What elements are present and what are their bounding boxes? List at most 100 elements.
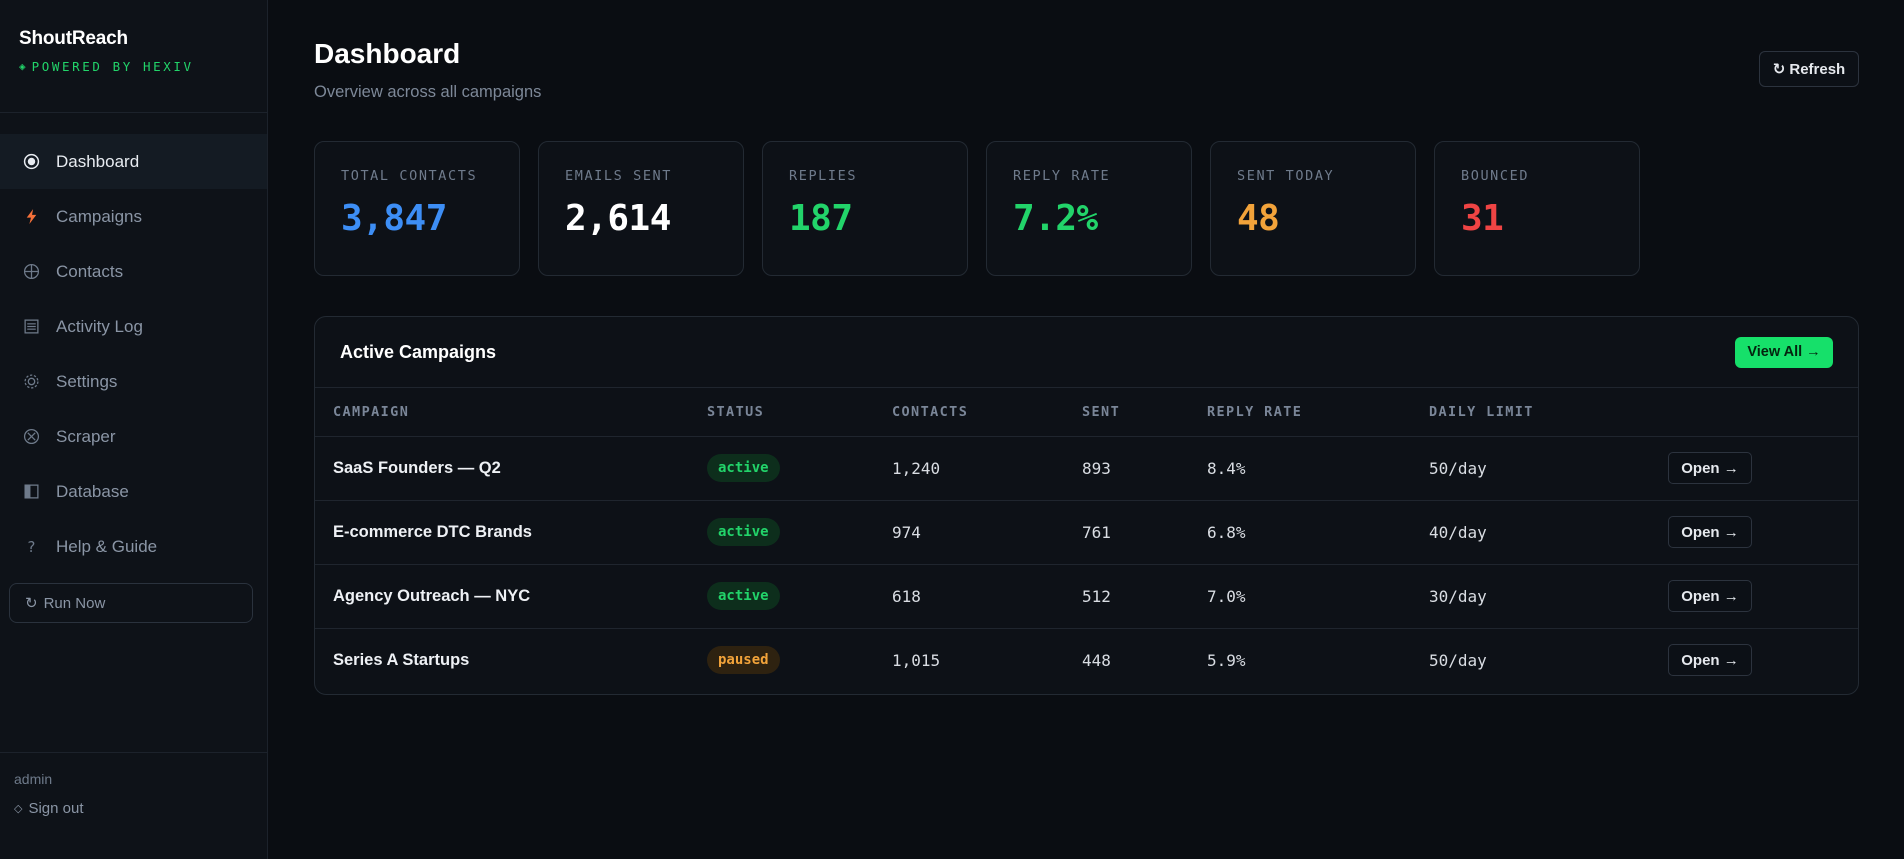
status-badge: paused — [707, 646, 780, 675]
sidebar-item-activity-log[interactable]: Activity Log — [0, 299, 267, 354]
status-cell: active — [707, 500, 892, 565]
table-header-row: CAMPAIGN STATUS CONTACTS SENT REPLY RATE… — [315, 388, 1858, 437]
table-row[interactable]: SaaS Founders — Q2 active 1,240 893 8.4%… — [315, 436, 1858, 501]
open-campaign-button[interactable]: Open → — [1668, 516, 1752, 548]
sidebar: ShoutReach ◈ POWERED BY HEXIV Dashboard … — [0, 0, 268, 859]
column-header-daily-limit[interactable]: DAILY LIMIT — [1429, 388, 1668, 437]
table-row[interactable]: Series A Startups paused 1,015 448 5.9% … — [315, 628, 1858, 692]
stat-value: 48 — [1237, 198, 1280, 239]
sent-cell: 761 — [1082, 500, 1207, 565]
campaign-name[interactable]: Agency Outreach — NYC — [315, 564, 707, 629]
stat-label: REPLY RATE — [1013, 168, 1111, 184]
stat-value: 7.2% — [1013, 198, 1098, 239]
actions-cell: Open → — [1668, 500, 1858, 565]
column-header-sent[interactable]: SENT — [1082, 388, 1207, 437]
column-header-reply-rate[interactable]: REPLY RATE — [1207, 388, 1429, 437]
sidebar-item-settings[interactable]: Settings — [0, 354, 267, 409]
actions-cell: Open → — [1668, 628, 1858, 692]
refresh-icon: ↻ — [25, 595, 38, 612]
campaigns-table: CAMPAIGN STATUS CONTACTS SENT REPLY RATE… — [315, 388, 1858, 692]
stat-card-replies: REPLIES 187 — [762, 141, 968, 276]
panel-title: Active Campaigns — [340, 341, 497, 362]
stats-row: TOTAL CONTACTS 3,847 EMAILS SENT 2,614 R… — [314, 141, 1640, 276]
sidebar-nav: Dashboard Campaigns Contacts Activity Lo… — [0, 113, 267, 574]
sidebar-item-contacts[interactable]: Contacts — [0, 244, 267, 299]
sidebar-item-label: Campaigns — [56, 206, 142, 226]
column-header-contacts[interactable]: CONTACTS — [892, 388, 1082, 437]
status-cell: active — [707, 436, 892, 501]
page-title: Dashboard — [314, 38, 461, 69]
view-all-button[interactable]: View All → — [1735, 336, 1833, 368]
sidebar-item-database[interactable]: Database — [0, 464, 267, 519]
table-row[interactable]: Agency Outreach — NYC active 618 512 7.0… — [315, 564, 1858, 629]
stat-label: SENT TODAY — [1237, 168, 1335, 184]
column-header-status[interactable]: STATUS — [707, 388, 892, 437]
sidebar-item-label: Help & Guide — [56, 536, 158, 556]
sign-out-link[interactable]: ◇ Sign out — [14, 800, 254, 817]
contacts-cell: 974 — [892, 500, 1082, 565]
stat-value: 31 — [1461, 198, 1504, 239]
reply-rate-cell: 7.0% — [1207, 564, 1429, 629]
table-row[interactable]: E-commerce DTC Brands active 974 761 6.8… — [315, 500, 1858, 565]
stat-label: BOUNCED — [1461, 168, 1530, 184]
stat-card-total-contacts: TOTAL CONTACTS 3,847 — [314, 141, 520, 276]
status-badge: active — [707, 454, 780, 482]
sidebar-item-label: Database — [56, 481, 129, 501]
daily-limit-cell: 50/day — [1429, 436, 1668, 501]
campaign-name[interactable]: E-commerce DTC Brands — [315, 500, 707, 565]
question-icon: ? — [23, 538, 40, 555]
sent-cell: 448 — [1082, 650, 1111, 670]
stat-value: 187 — [789, 198, 853, 239]
column-header-actions — [1668, 388, 1858, 437]
svg-text:?: ? — [28, 538, 36, 555]
panel-header: Active Campaigns View All → — [315, 317, 1858, 388]
sidebar-item-scraper[interactable]: Scraper — [0, 409, 267, 464]
campaign-name[interactable]: Series A Startups — [333, 650, 470, 669]
daily-limit-cell: 50/day — [1429, 650, 1487, 670]
open-campaign-button[interactable]: Open → — [1668, 452, 1752, 484]
sidebar-item-campaigns[interactable]: Campaigns — [0, 189, 267, 244]
sidebar-footer: admin ◇ Sign out — [0, 752, 268, 835]
refresh-button[interactable]: ↻ Refresh — [1759, 51, 1859, 87]
campaign-name[interactable]: SaaS Founders — Q2 — [315, 436, 707, 501]
user-name: admin — [14, 771, 53, 787]
column-header-campaign[interactable]: CAMPAIGN — [315, 388, 707, 437]
stat-label: TOTAL CONTACTS — [341, 168, 478, 184]
globe-icon — [23, 263, 40, 280]
actions-cell: Open → — [1668, 436, 1858, 501]
status-badge: active — [707, 582, 780, 610]
list-icon — [23, 318, 40, 335]
page-subtitle: Overview across all campaigns — [314, 83, 542, 101]
run-now-label: Run Now — [43, 594, 106, 612]
stat-card-reply-rate: REPLY RATE 7.2% — [986, 141, 1192, 276]
open-campaign-button[interactable]: Open → — [1668, 644, 1752, 677]
reply-rate-cell: 5.9% — [1207, 650, 1246, 670]
stat-value: 2,614 — [565, 198, 671, 239]
sidebar-item-label: Scraper — [56, 426, 116, 446]
stat-label: REPLIES — [789, 168, 858, 184]
sidebar-item-help-guide[interactable]: ? Help & Guide — [0, 519, 267, 574]
sent-cell: 893 — [1082, 436, 1207, 501]
contacts-cell: 1,240 — [892, 436, 1082, 501]
daily-limit-cell: 40/day — [1429, 500, 1668, 565]
brand-tagline-text: POWERED BY HEXIV — [31, 59, 194, 74]
contacts-cell: 1,015 — [892, 650, 941, 670]
sidebar-item-label: Dashboard — [56, 151, 140, 171]
stat-label: EMAILS SENT — [565, 168, 673, 184]
sidebar-item-label: Activity Log — [56, 316, 143, 336]
sign-out-label: Sign out — [28, 800, 84, 817]
stat-card-bounced: BOUNCED 31 — [1434, 141, 1640, 276]
crosshair-icon — [23, 428, 40, 445]
reply-rate-cell: 6.8% — [1207, 500, 1429, 565]
stat-value: 3,847 — [341, 198, 447, 239]
stat-card-sent-today: SENT TODAY 48 — [1210, 141, 1416, 276]
dot-circle-icon — [23, 153, 40, 170]
sidebar-item-dashboard[interactable]: Dashboard — [0, 134, 267, 189]
refresh-label: Refresh — [1789, 60, 1846, 78]
brand-name: ShoutReach — [19, 28, 128, 49]
diamond-icon: ◈ — [19, 60, 26, 73]
brand-tagline: ◈ POWERED BY HEXIV — [19, 59, 248, 74]
open-campaign-button[interactable]: Open → — [1668, 580, 1752, 612]
run-now-button[interactable]: ↻ Run Now — [9, 583, 253, 623]
bolt-icon — [23, 208, 40, 225]
